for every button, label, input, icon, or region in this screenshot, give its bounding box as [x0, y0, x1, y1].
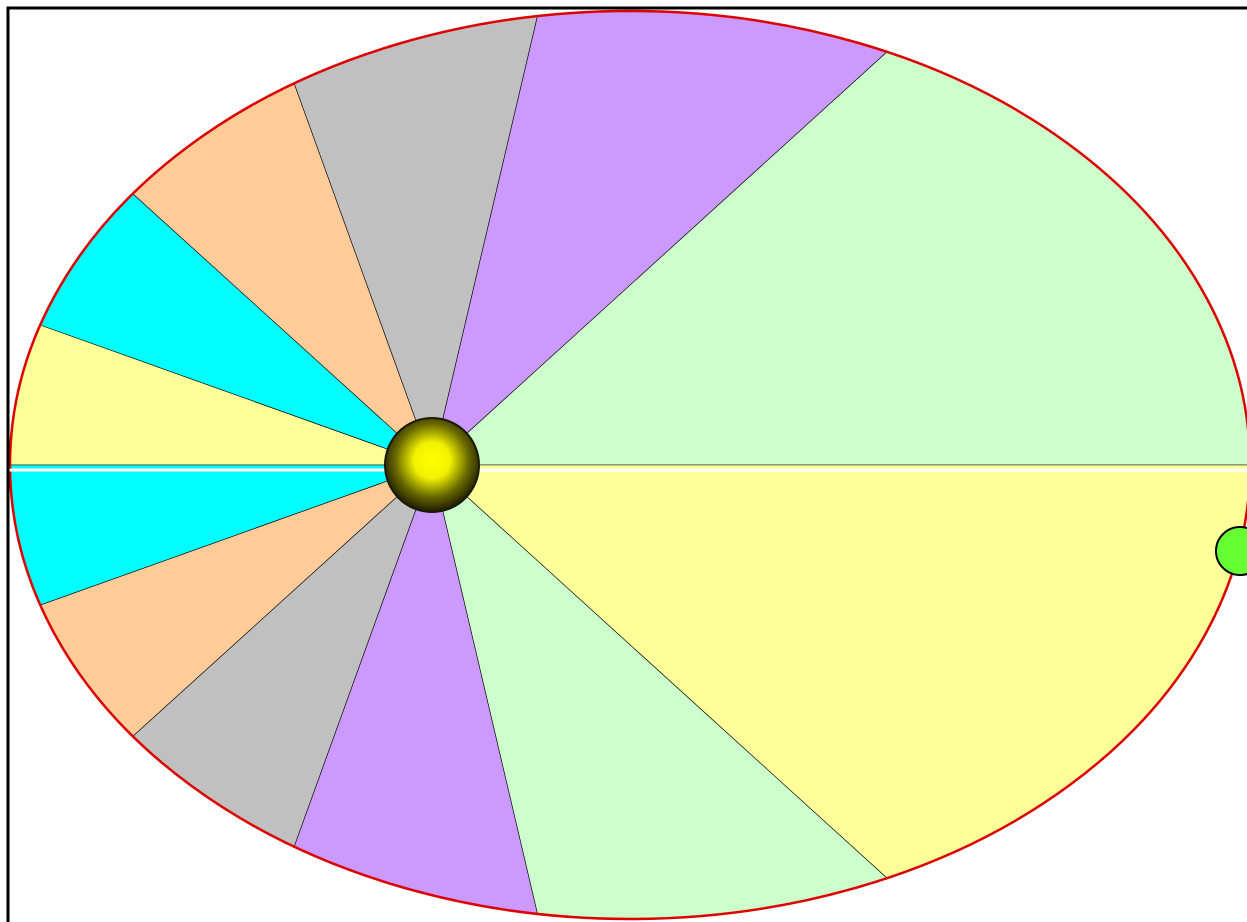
frame-border: [6, 6, 1247, 922]
orbit-ellipse: [8, 9, 1247, 921]
sun-icon: [384, 417, 480, 513]
planet-icon: [1215, 526, 1247, 576]
orbit-sectors: [9, 10, 1247, 920]
